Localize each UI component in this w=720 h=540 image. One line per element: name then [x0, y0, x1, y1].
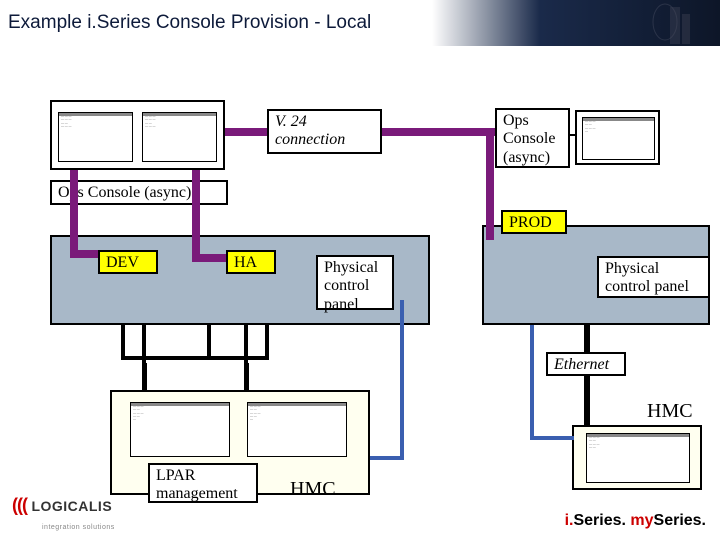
ops-right-text: Ops Console (async)	[503, 112, 555, 166]
building-graphic	[620, 2, 710, 44]
connection-line	[584, 376, 590, 426]
footer-brand: ((( LOGICALIS integration solutions	[12, 495, 115, 534]
connection-blue	[530, 325, 534, 440]
ethernet-label: Ethernet	[546, 352, 626, 376]
connection-line	[142, 363, 147, 390]
connection-line	[121, 325, 125, 360]
mini-screen: — — —— — —— —— — —	[142, 112, 217, 162]
hmc-right-label: HMC	[647, 400, 693, 423]
connection-purple	[192, 254, 226, 262]
connection-line	[570, 134, 576, 136]
connection-purple	[225, 128, 267, 136]
mini-screen: — — —— —— — ——	[582, 117, 655, 160]
dev-text: DEV	[106, 254, 139, 271]
connection-blue	[530, 436, 574, 440]
v24-connection-label: V. 24 connection	[267, 109, 382, 154]
prod-text: PROD	[509, 214, 552, 231]
mini-screen: — — —— —— — —— —	[586, 433, 690, 483]
lpar-management-label: LPAR management	[148, 463, 258, 503]
ha-text: HA	[234, 254, 257, 271]
hmc-container-right: — — —— —— — —— —	[572, 425, 702, 490]
v24-text: V. 24 connection	[275, 113, 345, 148]
physical-control-panel-right: Physical control panel	[597, 256, 710, 298]
mini-screen: — — —— — —— —— — —	[58, 112, 133, 162]
pcp1-text: Physical control panel	[324, 259, 378, 313]
connection-blue	[400, 300, 404, 460]
connection-line	[121, 356, 269, 360]
ha-label: HA	[226, 250, 276, 274]
connection-purple	[192, 170, 200, 262]
pcp2-text: Physical control panel	[605, 260, 689, 295]
connection-purple	[382, 128, 495, 136]
iseries-text: i.Series.	[565, 512, 631, 529]
slide-header: Example i.Series Console Provision - Loc…	[0, 0, 720, 46]
ethernet-text: Ethernet	[554, 356, 609, 373]
mini-screen: — — —— —— — —— ——	[130, 402, 230, 457]
top-left-container: — — —— — —— —— — — — — —— — —— —— — —	[50, 100, 225, 170]
hmc-left-label: HMC	[290, 478, 336, 501]
connection-purple	[70, 250, 98, 258]
connection-purple	[70, 170, 78, 258]
myseries-text: mySeries.	[630, 512, 706, 529]
connection-line	[207, 325, 211, 359]
connection-line	[265, 325, 269, 360]
brand-icon: (((	[12, 495, 27, 515]
hmc2-text: HMC	[290, 478, 336, 500]
mini-screen: — — —— —— — —— ——	[247, 402, 347, 457]
slide-title: Example i.Series Console Provision - Loc…	[8, 12, 371, 34]
footer-series: i.Series. mySeries.	[565, 512, 706, 530]
ops-console-right: Ops Console (async)	[495, 108, 570, 168]
connection-blue	[370, 456, 404, 460]
connection-purple	[486, 128, 494, 240]
hmc1-text: HMC	[647, 400, 693, 422]
physical-control-panel-left: Physical control panel	[316, 255, 394, 310]
connection-line	[584, 325, 590, 353]
connection-line	[244, 363, 249, 390]
dev-label: DEV	[98, 250, 158, 274]
prod-label: PROD	[501, 210, 567, 234]
brand-tagline: integration solutions	[42, 524, 115, 531]
lpar-text: LPAR management	[156, 467, 238, 502]
right-mini-container: — — —— —— — ——	[575, 110, 660, 165]
brand-text: LOGICALIS	[31, 498, 112, 514]
